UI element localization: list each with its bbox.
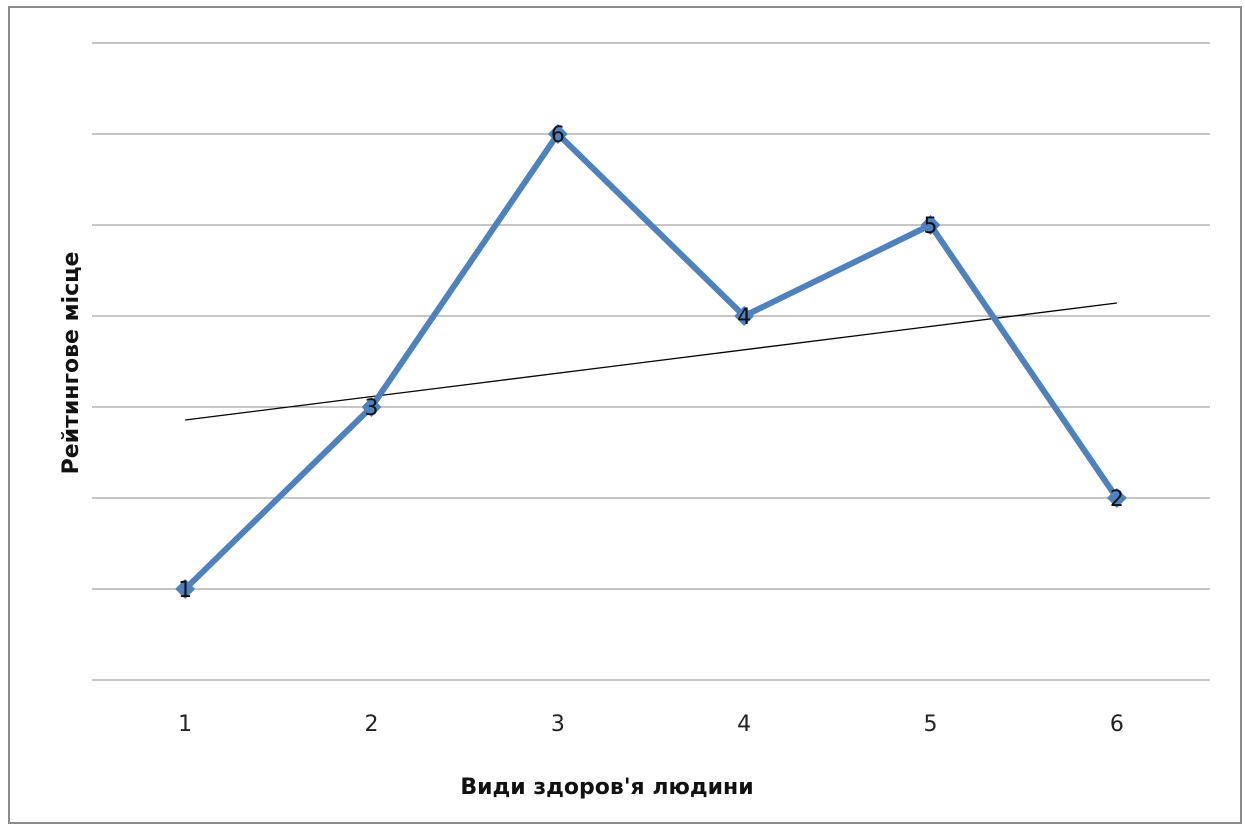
data-point-marker bbox=[361, 397, 382, 417]
x-tick-label: 5 bbox=[924, 712, 938, 737]
x-tick-labels: 1 2 3 4 5 6 bbox=[178, 712, 1124, 737]
data-label: 2 bbox=[1110, 487, 1124, 512]
x-tick-label: 1 bbox=[178, 712, 192, 737]
x-tick-label: 6 bbox=[1110, 712, 1124, 737]
data-point-marker bbox=[1106, 488, 1127, 508]
data-point-marker bbox=[920, 215, 941, 235]
x-tick-label: 2 bbox=[365, 712, 379, 737]
data-label: 5 bbox=[924, 214, 938, 239]
x-axis-title: Види здоров'я людини bbox=[460, 775, 753, 800]
chart-frame: 1 3 6 4 5 2 1 2 3 4 5 6 Рейтингове місце Види здор… bbox=[8, 6, 1242, 824]
trendline bbox=[185, 302, 1117, 421]
data-point-marker bbox=[734, 306, 755, 326]
data-label: 4 bbox=[737, 305, 751, 330]
line-chart: 1 3 6 4 5 2 1 2 3 4 5 6 Рейтингове місце Види здор… bbox=[59, 42, 1210, 800]
data-label: 1 bbox=[178, 578, 192, 603]
y-axis-title: Рейтингове місце bbox=[59, 252, 84, 475]
x-tick-label: 4 bbox=[737, 712, 751, 737]
series-group: 1 3 6 4 5 2 bbox=[175, 123, 1127, 603]
data-label: 3 bbox=[365, 396, 379, 421]
data-point-marker bbox=[175, 579, 196, 599]
data-point-marker bbox=[547, 124, 568, 144]
series-line bbox=[183, 129, 1120, 592]
x-tick-label: 3 bbox=[551, 712, 565, 737]
data-label: 6 bbox=[551, 123, 565, 148]
trendline-group bbox=[185, 302, 1117, 421]
